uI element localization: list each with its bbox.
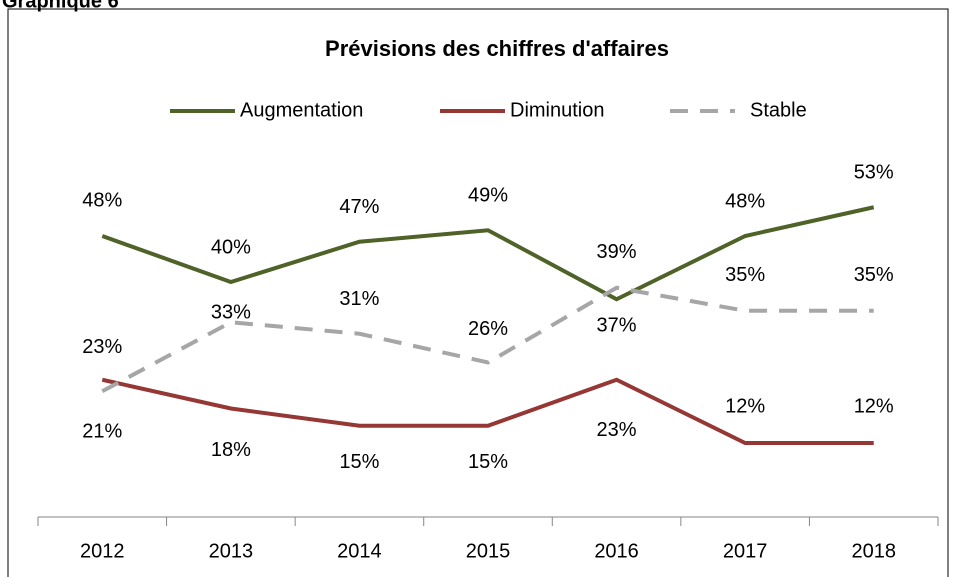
x-tick-label: 2014 <box>337 540 382 562</box>
data-label: 15% <box>339 451 379 473</box>
series-line <box>101 285 874 394</box>
chart-frame <box>7 8 949 577</box>
page-heading: Graphique 6 <box>2 0 119 12</box>
data-label: 23% <box>597 419 637 441</box>
series-line <box>101 205 875 302</box>
data-label: 35% <box>725 264 765 286</box>
data-label: 18% <box>211 439 251 461</box>
data-label: 40% <box>211 236 251 258</box>
x-tick-label: 2017 <box>723 540 768 562</box>
data-label: 33% <box>211 302 251 324</box>
x-tick-label: 2013 <box>209 540 254 562</box>
data-label: 23% <box>82 336 122 358</box>
data-label: 12% <box>854 395 894 417</box>
legend-label: Stable <box>750 99 807 121</box>
x-tick-label: 2012 <box>80 540 125 562</box>
data-label: 26% <box>468 318 508 340</box>
data-label: 48% <box>82 189 122 211</box>
data-label: 47% <box>339 196 379 218</box>
x-tick-label: 2015 <box>466 540 511 562</box>
x-tick-label: 2018 <box>851 540 896 562</box>
series-line <box>101 377 874 445</box>
data-label: 39% <box>597 241 637 263</box>
data-label: 15% <box>468 451 508 473</box>
data-label: 37% <box>597 315 637 337</box>
legend-label: Augmentation <box>240 99 363 121</box>
data-label: 35% <box>854 264 894 286</box>
data-label: 49% <box>468 185 508 207</box>
data-label: 12% <box>725 395 765 417</box>
x-tick-label: 2016 <box>594 540 639 562</box>
legend-label: Diminution <box>510 99 604 121</box>
data-label: 53% <box>854 162 894 184</box>
data-label: 21% <box>82 421 122 443</box>
data-label: 48% <box>725 190 765 212</box>
chart-title: Prévisions des chiffres d'affaires <box>325 36 669 61</box>
data-label: 31% <box>339 288 379 310</box>
